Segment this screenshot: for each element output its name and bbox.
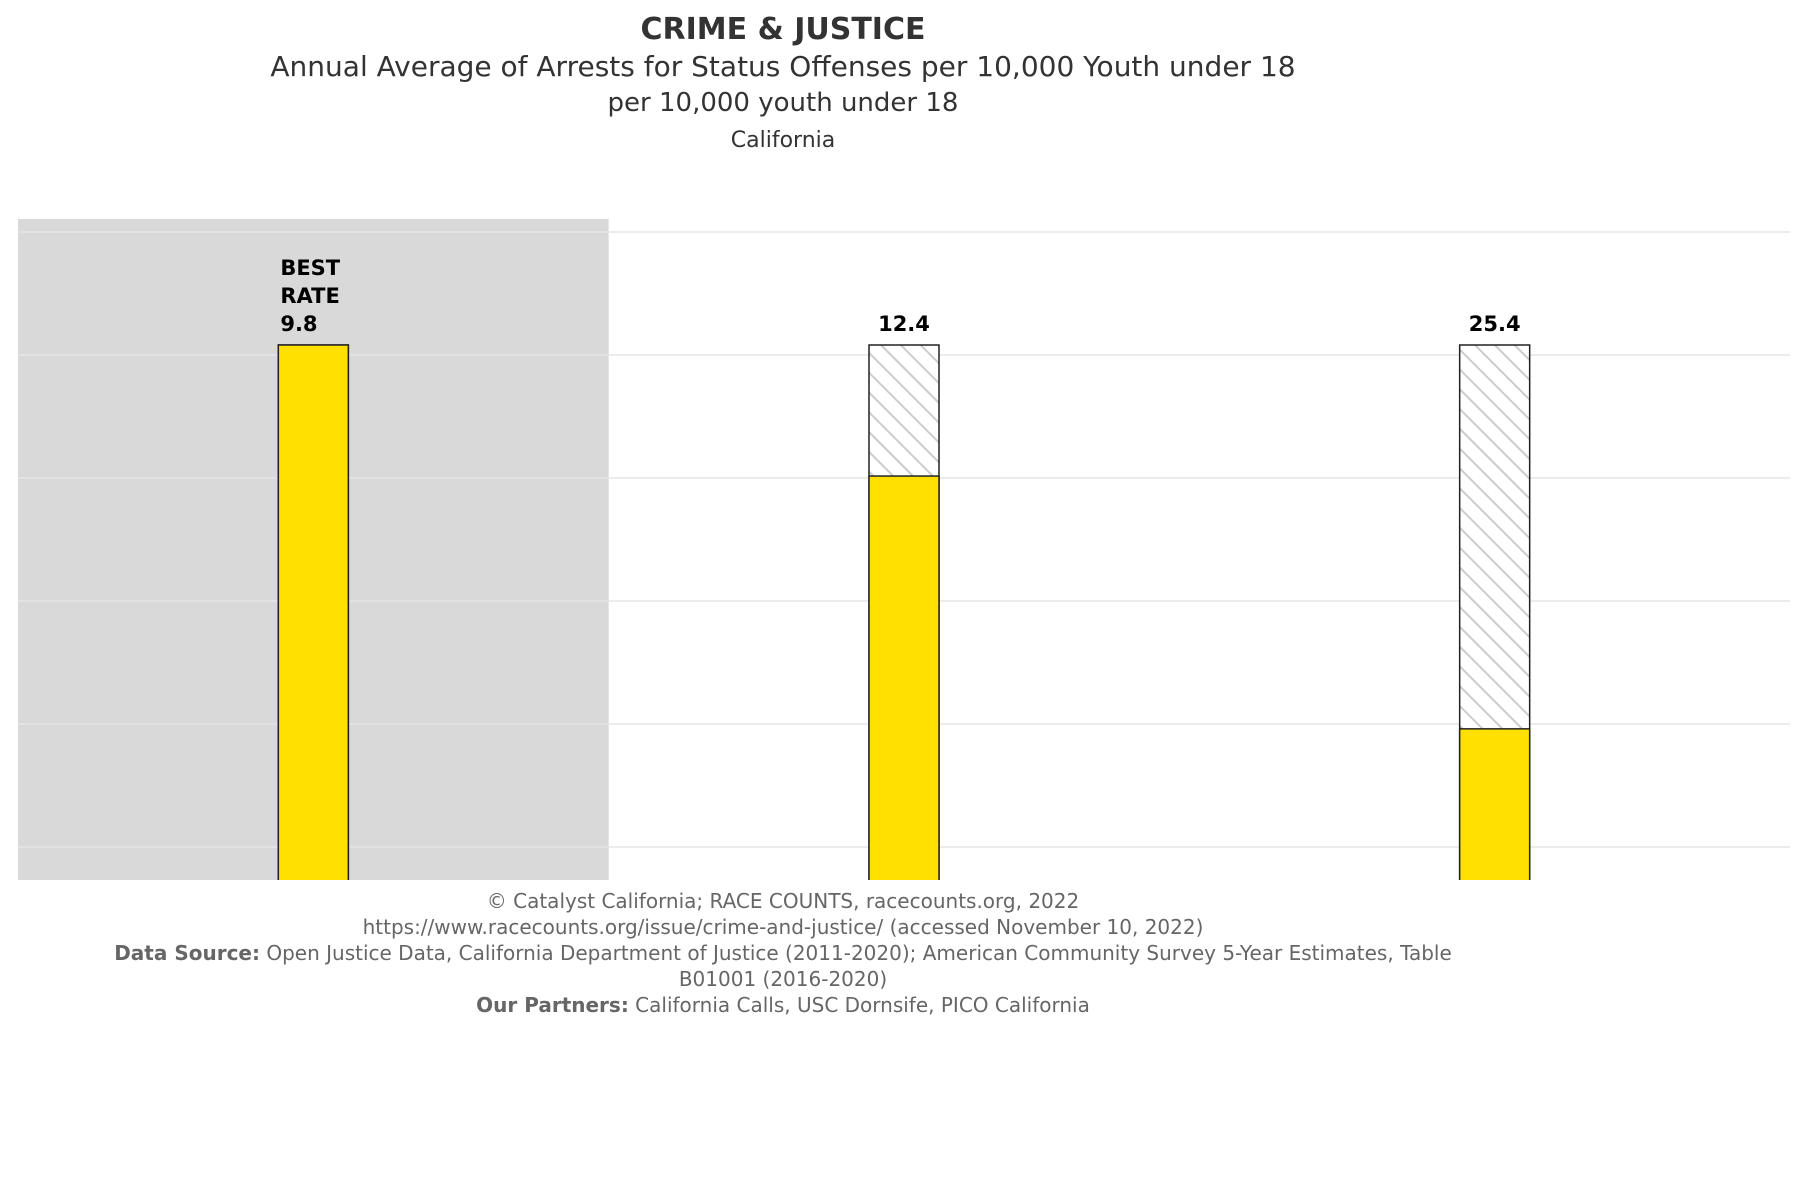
bar-black: [1458, 728, 1531, 880]
footer-data-source-cont: B01001 (2016-2020): [678, 967, 888, 991]
chart-footer: © Catalyst California; RACE COUNTS, race…: [0, 888, 1566, 1018]
value-label-black: 25.4: [1469, 312, 1521, 336]
data-source-text: Open Justice Data, California Department…: [259, 941, 1452, 965]
chart-subtitle: Annual Average of Arrests for Status Off…: [270, 50, 1296, 83]
partners-text: California Calls, USC Dornsife, PICO Cal…: [628, 993, 1090, 1017]
value-label-latino: 12.4: [878, 312, 930, 336]
bar-latino: [868, 475, 940, 880]
footer-data-source: Data Source: Open Justice Data, Californ…: [0, 940, 1566, 966]
best-label-line2: RATE: [280, 284, 339, 308]
partners-label: Our Partners:: [476, 993, 629, 1017]
bar-white: [277, 344, 350, 880]
chart-geography: California: [730, 128, 836, 153]
chart-title: CRIME & JUSTICE: [640, 12, 926, 47]
footer-url: https://www.racecounts.org/issue/crime-a…: [362, 915, 1204, 939]
footer-partners: Our Partners: California Calls, USC Dorn…: [0, 992, 1566, 1018]
value-label-white: 9.8: [280, 312, 317, 336]
data-source-label: Data Source:: [114, 941, 260, 965]
best-label-line1: BEST: [280, 256, 340, 280]
chart-subtitle-units: per 10,000 youth under 18: [607, 88, 959, 118]
footer-copyright: © Catalyst California; RACE COUNTS, race…: [486, 889, 1080, 913]
